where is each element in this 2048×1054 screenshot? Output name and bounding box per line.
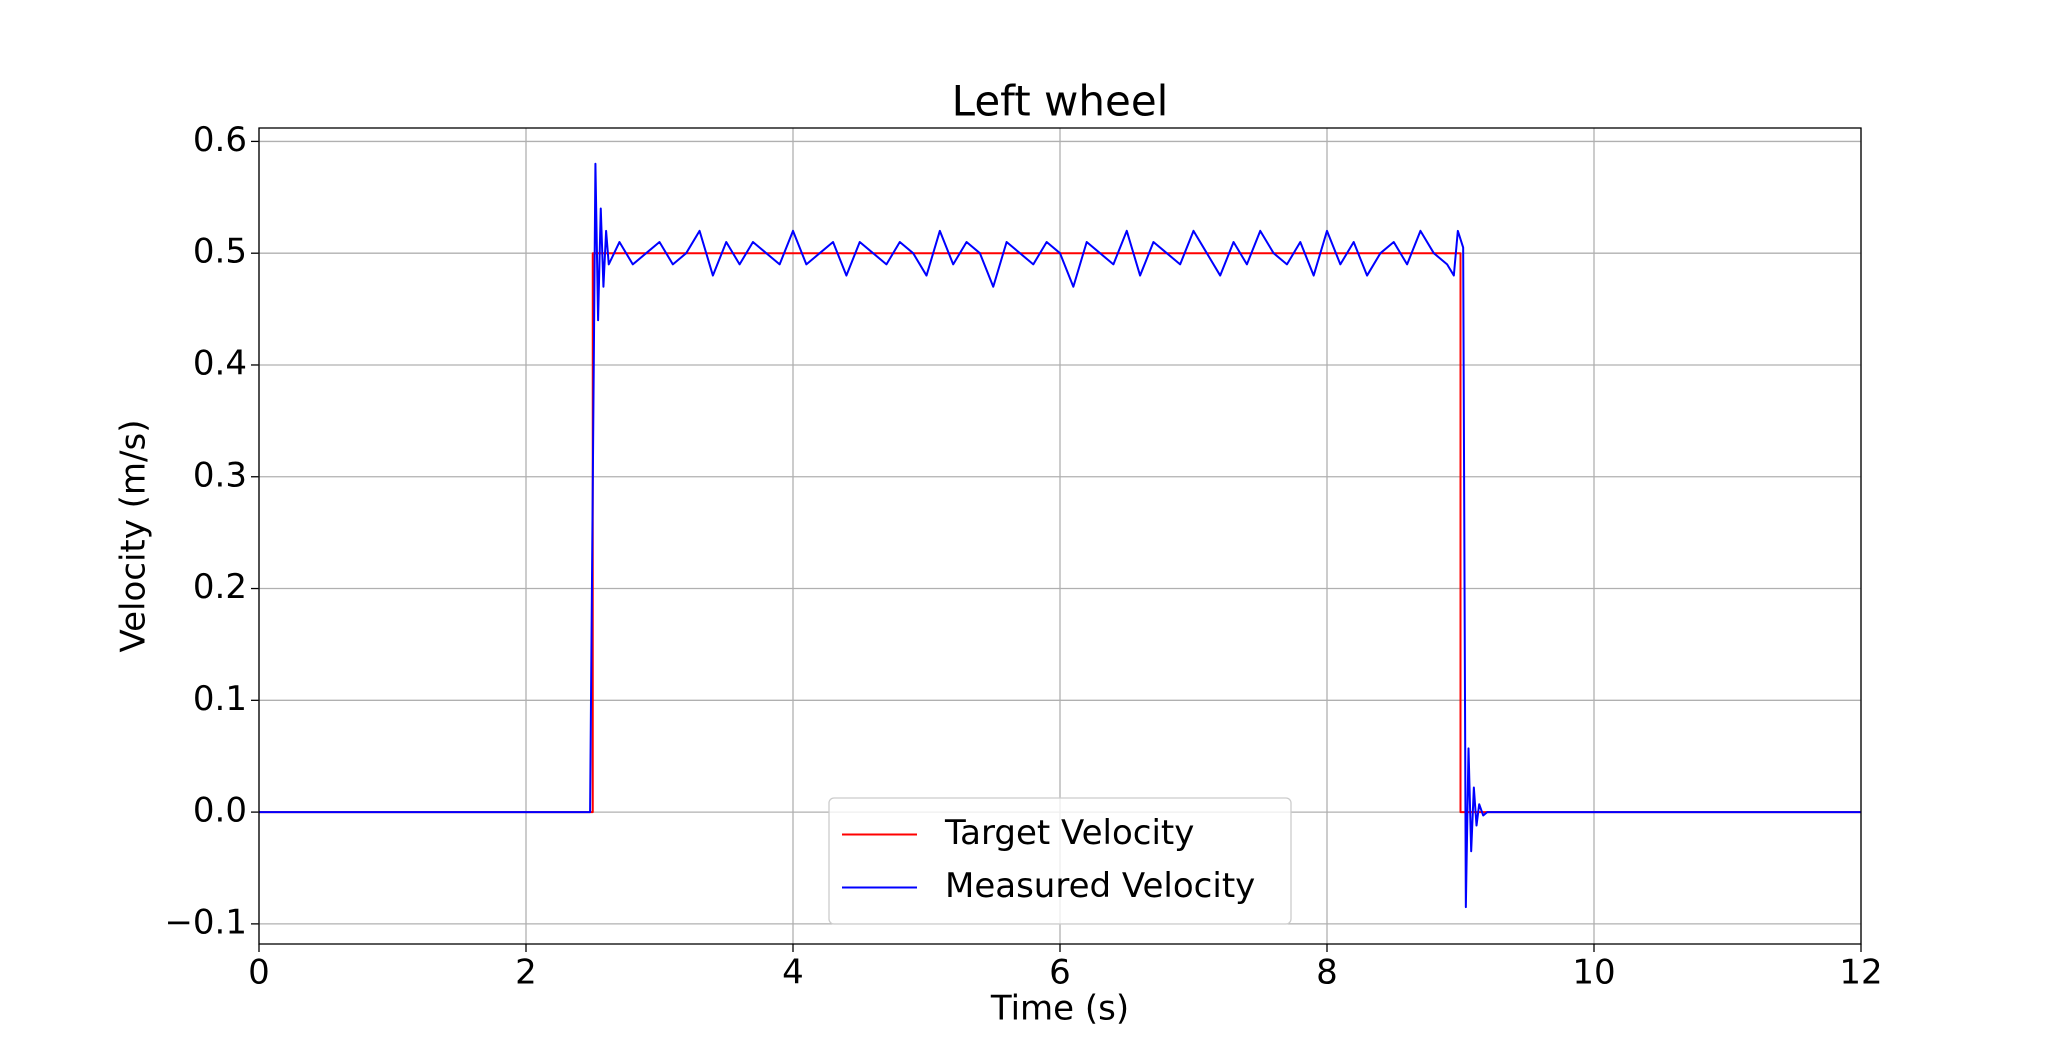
x-tick-label: 0 <box>248 953 270 993</box>
data-line <box>259 162 1861 909</box>
x-tick-label: 6 <box>1049 953 1071 993</box>
legend-label: Target Velocity <box>944 813 1194 853</box>
y-tick-label: 0.5 <box>193 232 247 272</box>
x-tick-label: 10 <box>1572 953 1615 993</box>
y-tick-label: 0.3 <box>193 455 247 495</box>
y-tick-label: 0.2 <box>193 567 247 607</box>
y-tick-label: 0.1 <box>193 679 247 719</box>
axes-frame <box>258 127 1862 945</box>
x-tick-label: 4 <box>782 953 804 993</box>
y-axis-label: Velocity (m/s) <box>114 419 154 652</box>
y-tick-label: 0.0 <box>193 791 247 831</box>
x-axis-label: Time (s) <box>990 989 1129 1029</box>
legend-label: Measured Velocity <box>945 866 1255 906</box>
legend-box <box>828 797 1292 925</box>
y-tick-label: −0.1 <box>164 902 247 942</box>
chart-title: Left wheel <box>952 77 1169 126</box>
x-tick-label: 8 <box>1316 953 1338 993</box>
y-tick-label: 0.6 <box>193 120 247 160</box>
x-tick-label: 12 <box>1839 953 1882 993</box>
x-tick-label: 2 <box>515 953 537 993</box>
y-tick-label: 0.4 <box>193 343 247 383</box>
